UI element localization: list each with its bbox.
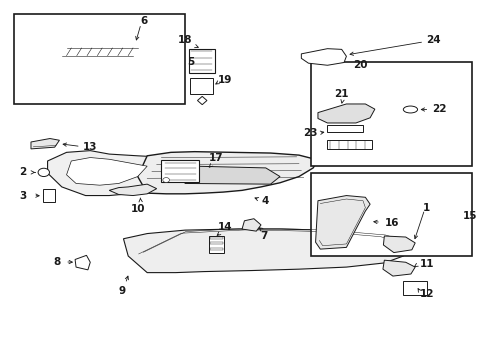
Circle shape (38, 168, 49, 176)
Text: 1: 1 (423, 203, 429, 213)
Polygon shape (315, 195, 369, 249)
Text: 23: 23 (303, 129, 317, 138)
Text: 14: 14 (217, 222, 231, 232)
Text: 6: 6 (140, 16, 147, 26)
Text: 22: 22 (431, 104, 446, 114)
Polygon shape (382, 260, 414, 276)
Bar (188, 49, 215, 73)
Bar (210, 242, 222, 244)
Polygon shape (24, 37, 175, 57)
Text: 10: 10 (130, 203, 144, 213)
Polygon shape (301, 49, 346, 65)
Polygon shape (75, 255, 90, 270)
Text: 13: 13 (83, 142, 98, 152)
Bar (310, 63, 471, 166)
Text: 2: 2 (19, 167, 26, 177)
Text: 19: 19 (217, 75, 231, 85)
Bar (43, 189, 55, 202)
Text: 18: 18 (178, 35, 192, 45)
Polygon shape (47, 150, 203, 195)
Polygon shape (66, 158, 147, 185)
Polygon shape (138, 152, 317, 194)
Bar (14, 14, 185, 104)
Bar (210, 248, 222, 250)
Circle shape (163, 177, 169, 183)
Bar (161, 160, 199, 183)
Polygon shape (242, 219, 261, 231)
Polygon shape (180, 166, 280, 184)
Text: 3: 3 (19, 190, 26, 201)
Text: 5: 5 (187, 58, 194, 67)
Text: 8: 8 (54, 257, 61, 266)
Polygon shape (197, 96, 206, 105)
Text: 12: 12 (419, 289, 433, 299)
Polygon shape (109, 184, 156, 195)
Bar (327, 125, 362, 132)
Bar (327, 140, 372, 149)
Bar (310, 173, 471, 256)
Bar (208, 236, 224, 253)
Text: 20: 20 (353, 60, 367, 70)
Bar (189, 78, 212, 94)
Text: 16: 16 (384, 218, 398, 228)
Text: 9: 9 (119, 287, 126, 296)
Text: 17: 17 (208, 153, 223, 163)
Polygon shape (33, 69, 156, 87)
Polygon shape (123, 229, 407, 273)
Polygon shape (31, 139, 60, 149)
Polygon shape (383, 236, 414, 253)
Text: 21: 21 (334, 89, 348, 99)
Text: 7: 7 (260, 231, 267, 241)
Bar (403, 281, 426, 295)
Ellipse shape (403, 106, 417, 113)
Bar (210, 237, 222, 239)
Text: 4: 4 (262, 196, 269, 206)
Text: 11: 11 (419, 258, 433, 269)
Text: 24: 24 (425, 35, 440, 45)
Polygon shape (317, 104, 374, 123)
Text: 15: 15 (462, 211, 476, 221)
